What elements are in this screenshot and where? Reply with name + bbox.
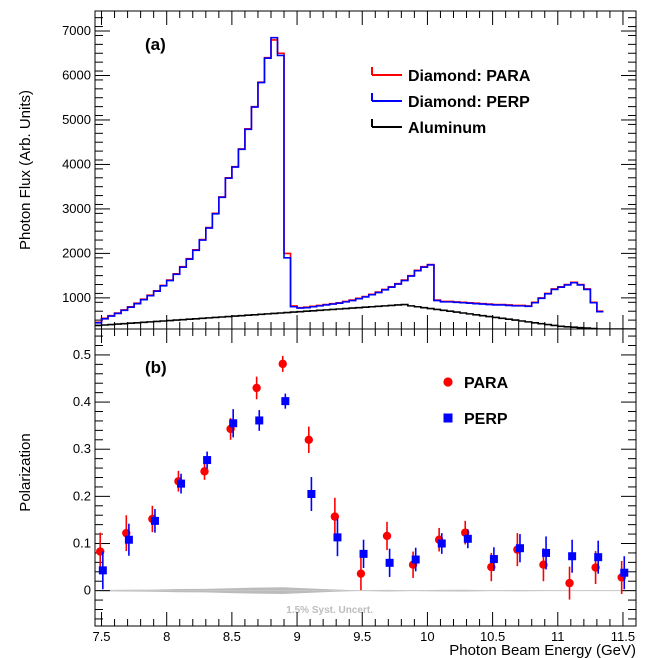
- x-tick-label: 8: [163, 629, 170, 644]
- panel-a-y-tick-label: 6000: [62, 67, 91, 82]
- x-tick-label: 7.5: [92, 629, 110, 644]
- point-perp: [203, 456, 212, 465]
- point-perp: [359, 549, 368, 558]
- point-perp: [124, 535, 133, 544]
- panel-b-y-tick-label: 0.5: [73, 347, 91, 362]
- panel-a-y-tick-label: 3000: [62, 201, 91, 216]
- point-perp: [177, 479, 186, 488]
- panel-a-ticks: 1000 2000 3000 4000 5000 6000 7000: [62, 11, 636, 329]
- point-para: [565, 578, 574, 588]
- point-para: [200, 467, 209, 476]
- legend-label-perp: PERP: [464, 411, 508, 428]
- point-perp: [281, 397, 290, 406]
- point-perp: [255, 416, 264, 425]
- legend-label-para: PARA: [464, 375, 509, 392]
- legend-label-diamond-perp: Diamond: PERP: [408, 94, 530, 111]
- panel-b-y-axis-label: Polarization: [17, 433, 34, 511]
- panel-b-legend: PARA PERP: [443, 375, 509, 428]
- point-para: [278, 359, 287, 369]
- point-para: [304, 435, 313, 444]
- x-tick-label: 10: [420, 629, 434, 644]
- point-perp: [620, 568, 629, 577]
- histogram-diamond-perp: [95, 36, 604, 324]
- panel-a-y-tick-label: 5000: [62, 112, 91, 127]
- x-tick-label: 11: [551, 629, 565, 644]
- panel-b-ticks: 0 0.1 0.2 0.3 0.4 0.5 7.5 8 8.5 9 9.5 10 10.5 11 11.5: [73, 329, 636, 644]
- panel-a-y-tick-label: 7000: [62, 23, 91, 38]
- panel-b-points: [96, 355, 629, 600]
- point-perp: [333, 533, 342, 542]
- panel-a-y-tick-label: 2000: [62, 245, 91, 260]
- systematic-band-label: 1.5% Syst. Uncert.: [286, 605, 373, 616]
- point-para: [356, 569, 366, 578]
- point-perp: [489, 555, 498, 564]
- point-perp: [307, 490, 316, 498]
- panel-b-y-tick-label: 0.2: [73, 488, 91, 503]
- panel-a-legend: Diamond: PARA Diamond: PERP Aluminum: [371, 67, 531, 137]
- legend-marker-para: [443, 377, 453, 387]
- point-para: [382, 531, 392, 541]
- point-perp: [150, 516, 159, 525]
- panel-b-y-tick-label: 0.3: [73, 441, 91, 456]
- x-tick-label: 9.5: [353, 629, 371, 644]
- point-perp: [542, 548, 551, 557]
- x-tick-label: 8.5: [223, 629, 241, 644]
- point-para: [252, 383, 261, 393]
- point-perp: [515, 544, 524, 553]
- panel-b-y-tick-label: 0: [84, 583, 91, 598]
- panel-a: 1000 2000 3000 4000 5000 6000 7000 (a) Photon …: [17, 10, 637, 330]
- panel-b-y-tick-label: 0.4: [73, 394, 91, 409]
- legend-label-aluminum: Aluminum: [408, 120, 486, 137]
- x-tick-label: 10.5: [480, 629, 505, 644]
- x-tick-label: 9: [293, 629, 300, 644]
- panel-a-y-tick-label: 1000: [62, 290, 91, 305]
- point-perp: [411, 555, 420, 564]
- panel-a-series: [95, 36, 636, 329]
- point-perp: [594, 553, 603, 562]
- point-perp: [463, 534, 472, 543]
- point-perp: [385, 558, 394, 567]
- panel-b-x-axis-label: Photon Beam Energy (GeV): [449, 642, 636, 658]
- panel-a-y-tick-label: 4000: [62, 156, 91, 171]
- panel-a-y-axis-label: Photon Flux (Arb. Units): [17, 90, 34, 250]
- point-perp: [437, 539, 446, 548]
- panel-a-label: (a): [145, 35, 166, 54]
- panel-b-y-tick-label: 0.1: [73, 536, 91, 551]
- legend-label-diamond-para: Diamond: PARA: [408, 68, 531, 85]
- systematic-band: [95, 587, 636, 595]
- panel-b: 1.5% Syst. Uncert. 0 0.1 0.2 0.3 0.4 0.5 7.5 8 8…: [17, 328, 637, 658]
- x-tick-label: 11.5: [611, 629, 635, 644]
- point-perp: [98, 566, 107, 575]
- point-perp: [568, 552, 577, 561]
- legend-marker-perp: [443, 413, 453, 423]
- panel-b-label: (b): [145, 358, 167, 377]
- point-perp: [229, 419, 238, 428]
- histogram-aluminum: [95, 303, 636, 329]
